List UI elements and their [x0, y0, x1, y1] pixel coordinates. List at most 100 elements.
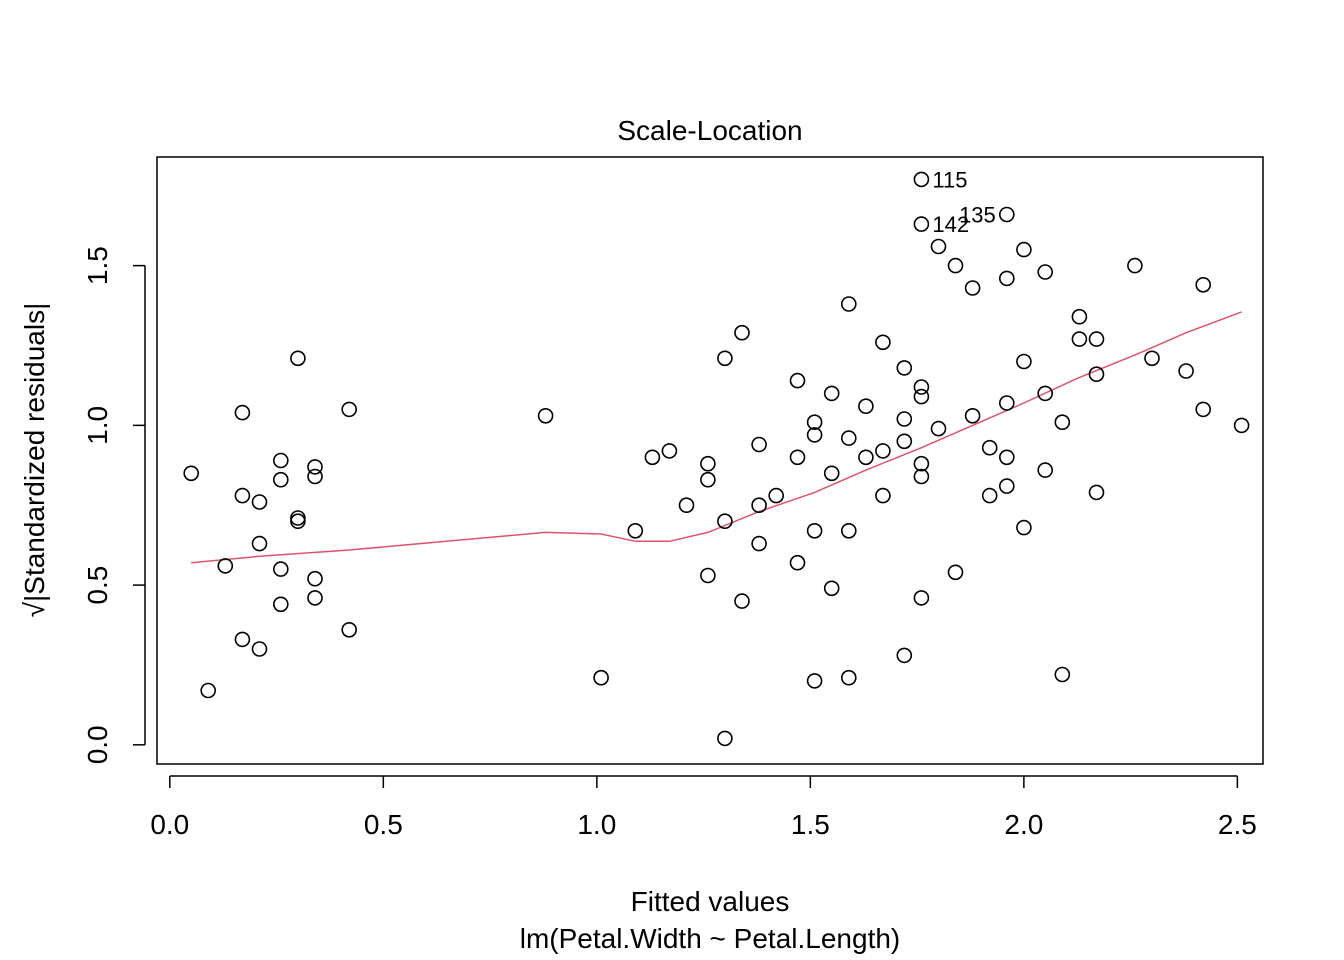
x-tick-label: 0.0: [150, 809, 189, 840]
data-point: [981, 487, 998, 504]
data-point: [840, 669, 857, 686]
data-point: [307, 570, 323, 587]
data-point: [875, 443, 891, 459]
y-tick-label: 0.5: [82, 566, 113, 605]
x-tick-label: 2.5: [1218, 809, 1257, 840]
data-point: [751, 436, 767, 453]
data-point: [341, 621, 358, 638]
data-point: [290, 510, 306, 526]
data-point: [913, 216, 930, 232]
data-point: [200, 682, 216, 699]
data-point: [700, 471, 716, 488]
x-axis-subtitle: lm(Petal.Width ~ Petal.Length): [520, 923, 901, 954]
data-point: [251, 641, 268, 657]
data-point: [1144, 350, 1160, 367]
data-point: [913, 468, 930, 485]
data-point: [700, 567, 716, 584]
data-point: [1037, 462, 1053, 478]
data-point: [272, 596, 289, 613]
y-tick-label: 1.0: [82, 406, 113, 445]
data-point: [1233, 417, 1250, 434]
data-point: [734, 324, 750, 341]
data-point: [930, 420, 947, 437]
data-point: [998, 449, 1015, 466]
data-point: [1088, 484, 1105, 501]
data-point: [806, 414, 823, 431]
data-point: [1127, 257, 1143, 274]
points-layer: [183, 171, 1250, 747]
data-point: [1016, 519, 1032, 536]
plot-frame: [156, 156, 1264, 765]
data-point: [717, 513, 733, 530]
point-label: 115: [932, 167, 967, 192]
smooth-layer: [191, 311, 1242, 564]
data-point: [1054, 414, 1071, 431]
data-point: [913, 455, 930, 472]
data-point: [307, 468, 323, 485]
data-point: [341, 401, 358, 418]
y-tick-label: 1.5: [82, 246, 113, 285]
data-point: [251, 535, 268, 552]
data-point: [700, 455, 716, 472]
data-point: [1037, 385, 1053, 402]
x-tick-label: 1.0: [577, 809, 616, 840]
data-point: [1071, 331, 1088, 347]
data-point: [823, 580, 840, 597]
data-point: [947, 257, 964, 274]
data-point: [717, 350, 733, 367]
data-point: [272, 471, 289, 488]
data-point: [823, 465, 840, 482]
data-point: [913, 171, 930, 188]
smooth-line: [191, 311, 1242, 564]
data-point: [751, 535, 767, 552]
data-point: [183, 465, 199, 482]
data-point: [678, 497, 695, 514]
point-label: 135: [959, 203, 996, 228]
data-point: [217, 558, 234, 574]
data-point: [840, 522, 857, 539]
x-axis: 0.0 0.5 1.0 1.5 2.0 2.5: [150, 775, 1257, 840]
data-point: [234, 631, 251, 648]
data-point: [823, 385, 840, 402]
data-point: [858, 398, 874, 415]
data-point: [789, 554, 806, 571]
data-point: [290, 350, 306, 367]
data-point: [913, 388, 930, 405]
data-point: [1016, 353, 1032, 370]
data-point: [964, 280, 981, 296]
data-point: [896, 411, 913, 427]
x-axis-title: Fitted values: [631, 886, 790, 917]
data-point: [234, 487, 251, 504]
data-point: [789, 372, 806, 389]
data-point: [307, 590, 323, 606]
data-point: [875, 334, 891, 351]
data-point: [896, 433, 913, 450]
data-point: [930, 238, 947, 255]
data-point: [272, 452, 289, 469]
data-point: [1071, 308, 1088, 325]
data-point: [234, 404, 251, 421]
data-point: [896, 360, 913, 376]
data-point: [272, 561, 289, 577]
data-point: [627, 522, 644, 539]
data-point: [840, 296, 857, 312]
data-point: [1178, 363, 1194, 379]
data-point: [998, 270, 1015, 287]
point-label: 142: [932, 212, 969, 237]
chart-title: Scale-Location: [617, 115, 802, 146]
data-point: [1054, 666, 1071, 683]
data-point: [913, 590, 930, 606]
data-point: [307, 459, 323, 475]
data-point: [717, 730, 733, 747]
data-point: [593, 669, 609, 686]
x-tick-label: 1.5: [791, 809, 830, 840]
y-axis-title: √|Standardized residuals|: [19, 303, 50, 618]
data-point: [1195, 276, 1211, 293]
data-point: [251, 494, 268, 510]
data-point: [806, 673, 823, 689]
data-point: [734, 593, 750, 609]
x-tick-label: 2.0: [1004, 809, 1043, 840]
data-point: [806, 427, 823, 443]
